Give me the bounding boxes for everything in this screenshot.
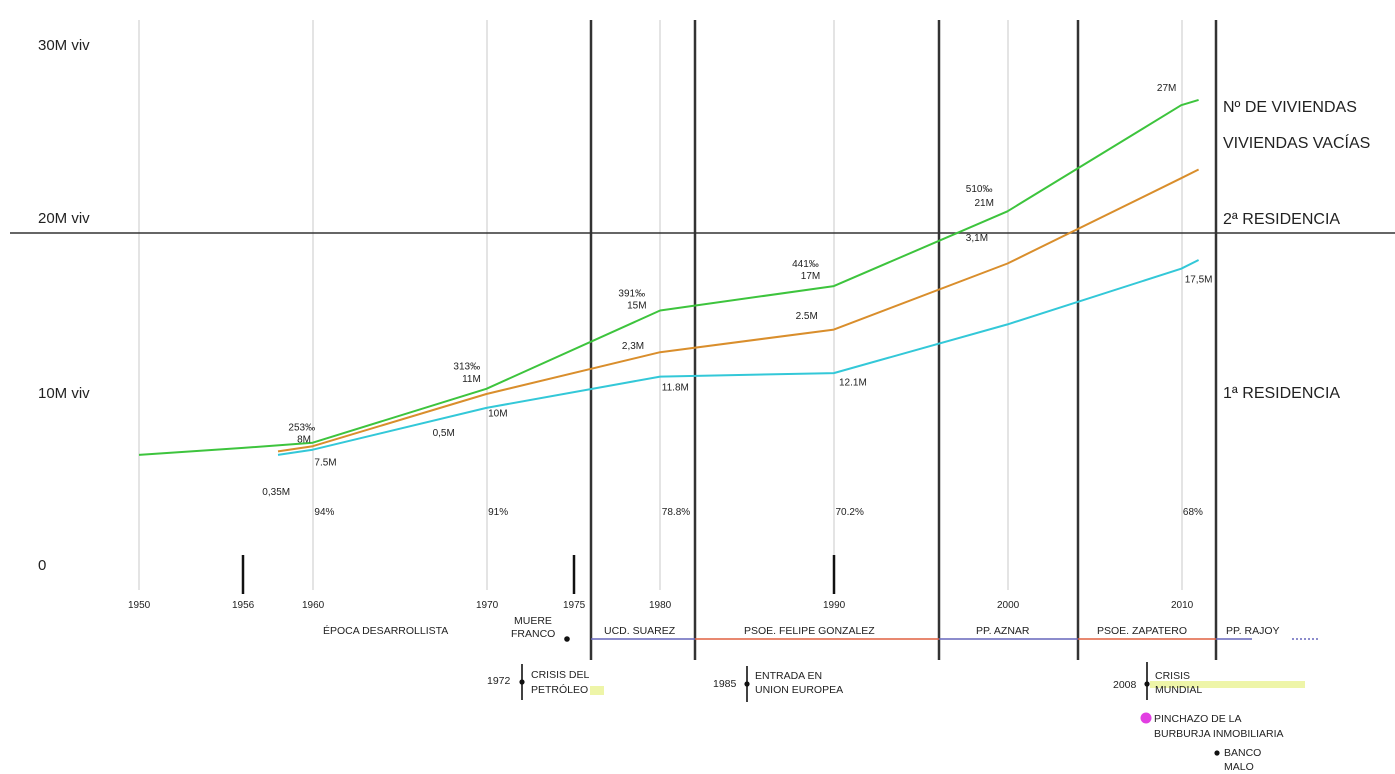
- event-crisis-mundial-line1: CRISIS: [1155, 670, 1190, 682]
- event-1985-dot: [744, 681, 750, 687]
- y-label-10m: 10M viv: [38, 385, 90, 402]
- point-label-6: 10M: [488, 409, 507, 420]
- event-franco-line2: FRANCO: [511, 628, 555, 640]
- point-label-3: 0,35M: [262, 487, 290, 498]
- percent-label-3: 70.2%: [836, 507, 864, 518]
- point-label-2: 7.5M: [314, 457, 336, 468]
- x-tick-1956: 1956: [232, 600, 255, 611]
- event-franco-dot: [564, 636, 570, 642]
- legend-segunda-residencia: 2ª RESIDENCIA: [1223, 211, 1340, 228]
- event-2008-year: 2008: [1113, 679, 1137, 691]
- percent-label-1: 91%: [488, 507, 508, 518]
- point-label-15: 12.1M: [839, 377, 867, 388]
- x-tick-1980: 1980: [649, 600, 672, 611]
- event-banco-malo-line2: MALO: [1224, 761, 1254, 773]
- period-dividers: [589, 20, 1218, 660]
- event-union-europea-line1: ENTRADA EN: [755, 670, 822, 682]
- percent-label-0: 94%: [314, 507, 334, 518]
- percent-label-2: 78.8%: [662, 507, 690, 518]
- x-tick-1970: 1970: [476, 600, 499, 611]
- event-crisis-petroleo-line1: CRISIS DEL: [531, 669, 590, 681]
- period-ucd-suarez: UCD. SUAREZ: [604, 625, 676, 637]
- x-tick-2000: 2000: [997, 600, 1020, 611]
- legend-n-viviendas: Nº DE VIVIENDAS: [1223, 99, 1357, 116]
- point-label-19: 27M: [1157, 83, 1176, 94]
- point-label-5: 11M: [462, 374, 481, 385]
- point-labels-layer: 253‰8M7.5M 0,35M 313‰11M 10M 0,5M 391‰15M 2,3M…: [262, 83, 1212, 498]
- period-psoe-felipe: PSOE. FELIPE GONZALEZ: [744, 625, 875, 637]
- percent-label-4: 68%: [1183, 507, 1203, 518]
- series-line-0: [138, 98, 1199, 456]
- point-label-17: 21M: [975, 198, 994, 209]
- crisis-petroleo-band: [590, 686, 604, 695]
- point-label-10: 2,3M: [622, 341, 644, 352]
- y-label-30m: 30M viv: [38, 37, 90, 54]
- y-label-0: 0: [38, 557, 46, 574]
- event-muere-line1: MUERE: [514, 615, 552, 627]
- burbuja-dot: [1140, 712, 1152, 724]
- percent-labels-layer: 94% 91% 78.8% 70.2% 68%: [314, 507, 1203, 518]
- point-label-16: 510‰: [966, 184, 993, 195]
- legend-viviendas-vacias: VIVIENDAS VACÍAS: [1223, 133, 1370, 152]
- banco-malo-dot: [1214, 750, 1220, 756]
- point-label-7: 0,5M: [433, 428, 455, 439]
- period-pp-rajoy: PP. RAJOY: [1226, 625, 1280, 637]
- point-label-20: 17,5M: [1185, 275, 1213, 286]
- point-label-14: 2.5M: [796, 311, 818, 322]
- crisis-mundial-band: [1150, 681, 1305, 688]
- point-label-11: 11.8M: [662, 383, 689, 394]
- series-layer: [138, 98, 1200, 456]
- event-banco-malo-line1: BANCO: [1224, 747, 1261, 759]
- event-2008-dot: [1144, 681, 1150, 687]
- point-label-13: 17M: [801, 271, 820, 282]
- series-line-1: [277, 168, 1200, 453]
- period-psoe-zapatero: PSOE. ZAPATERO: [1097, 625, 1187, 637]
- event-burbuja-line2: BURBURJA INMOBILIARIA: [1154, 728, 1284, 740]
- point-label-18: 3,1M: [966, 233, 988, 244]
- point-label-1: 8M: [297, 435, 311, 446]
- event-1972-year: 1972: [487, 675, 511, 687]
- x-tick-1990: 1990: [823, 600, 846, 611]
- event-union-europea-line2: UNION EUROPEA: [755, 684, 843, 696]
- event-1985-year: 1985: [713, 678, 737, 690]
- event-crisis-petroleo-line2: PETRÓLEO: [531, 683, 588, 696]
- point-label-12: 441‰: [792, 259, 819, 270]
- period-labels: ÉPOCA DESARROLLISTA UCD. SUAREZ PSOE. FE…: [323, 624, 1280, 637]
- event-crisis-mundial-line2: MUNDIAL: [1155, 684, 1202, 696]
- event-burbuja-line1: PINCHAZO DE LA: [1154, 713, 1242, 725]
- axis-event-ticks: [241, 555, 836, 594]
- legend-primera-residencia: 1ª RESIDENCIA: [1223, 385, 1340, 402]
- period-epoca-desarrollista: ÉPOCA DESARROLLISTA: [323, 624, 448, 637]
- x-tick-2010: 2010: [1171, 600, 1194, 611]
- point-label-8: 391‰: [618, 289, 645, 300]
- point-label-0: 253‰: [288, 423, 315, 434]
- point-label-9: 15M: [627, 301, 646, 312]
- x-tick-1950: 1950: [128, 600, 151, 611]
- x-tick-1975: 1975: [563, 600, 586, 611]
- event-1972-dot: [519, 679, 525, 685]
- period-pp-aznar: PP. AZNAR: [976, 625, 1030, 637]
- point-label-4: 313‰: [453, 362, 480, 373]
- y-label-20m: 20M viv: [38, 210, 90, 227]
- x-tick-1960: 1960: [302, 600, 325, 611]
- series-line-2: [277, 259, 1200, 456]
- x-tick-labels: 1950 1956 1960 1970 1975 1980 1990 2000 …: [128, 600, 1194, 611]
- vertical-gridlines: [138, 20, 1183, 590]
